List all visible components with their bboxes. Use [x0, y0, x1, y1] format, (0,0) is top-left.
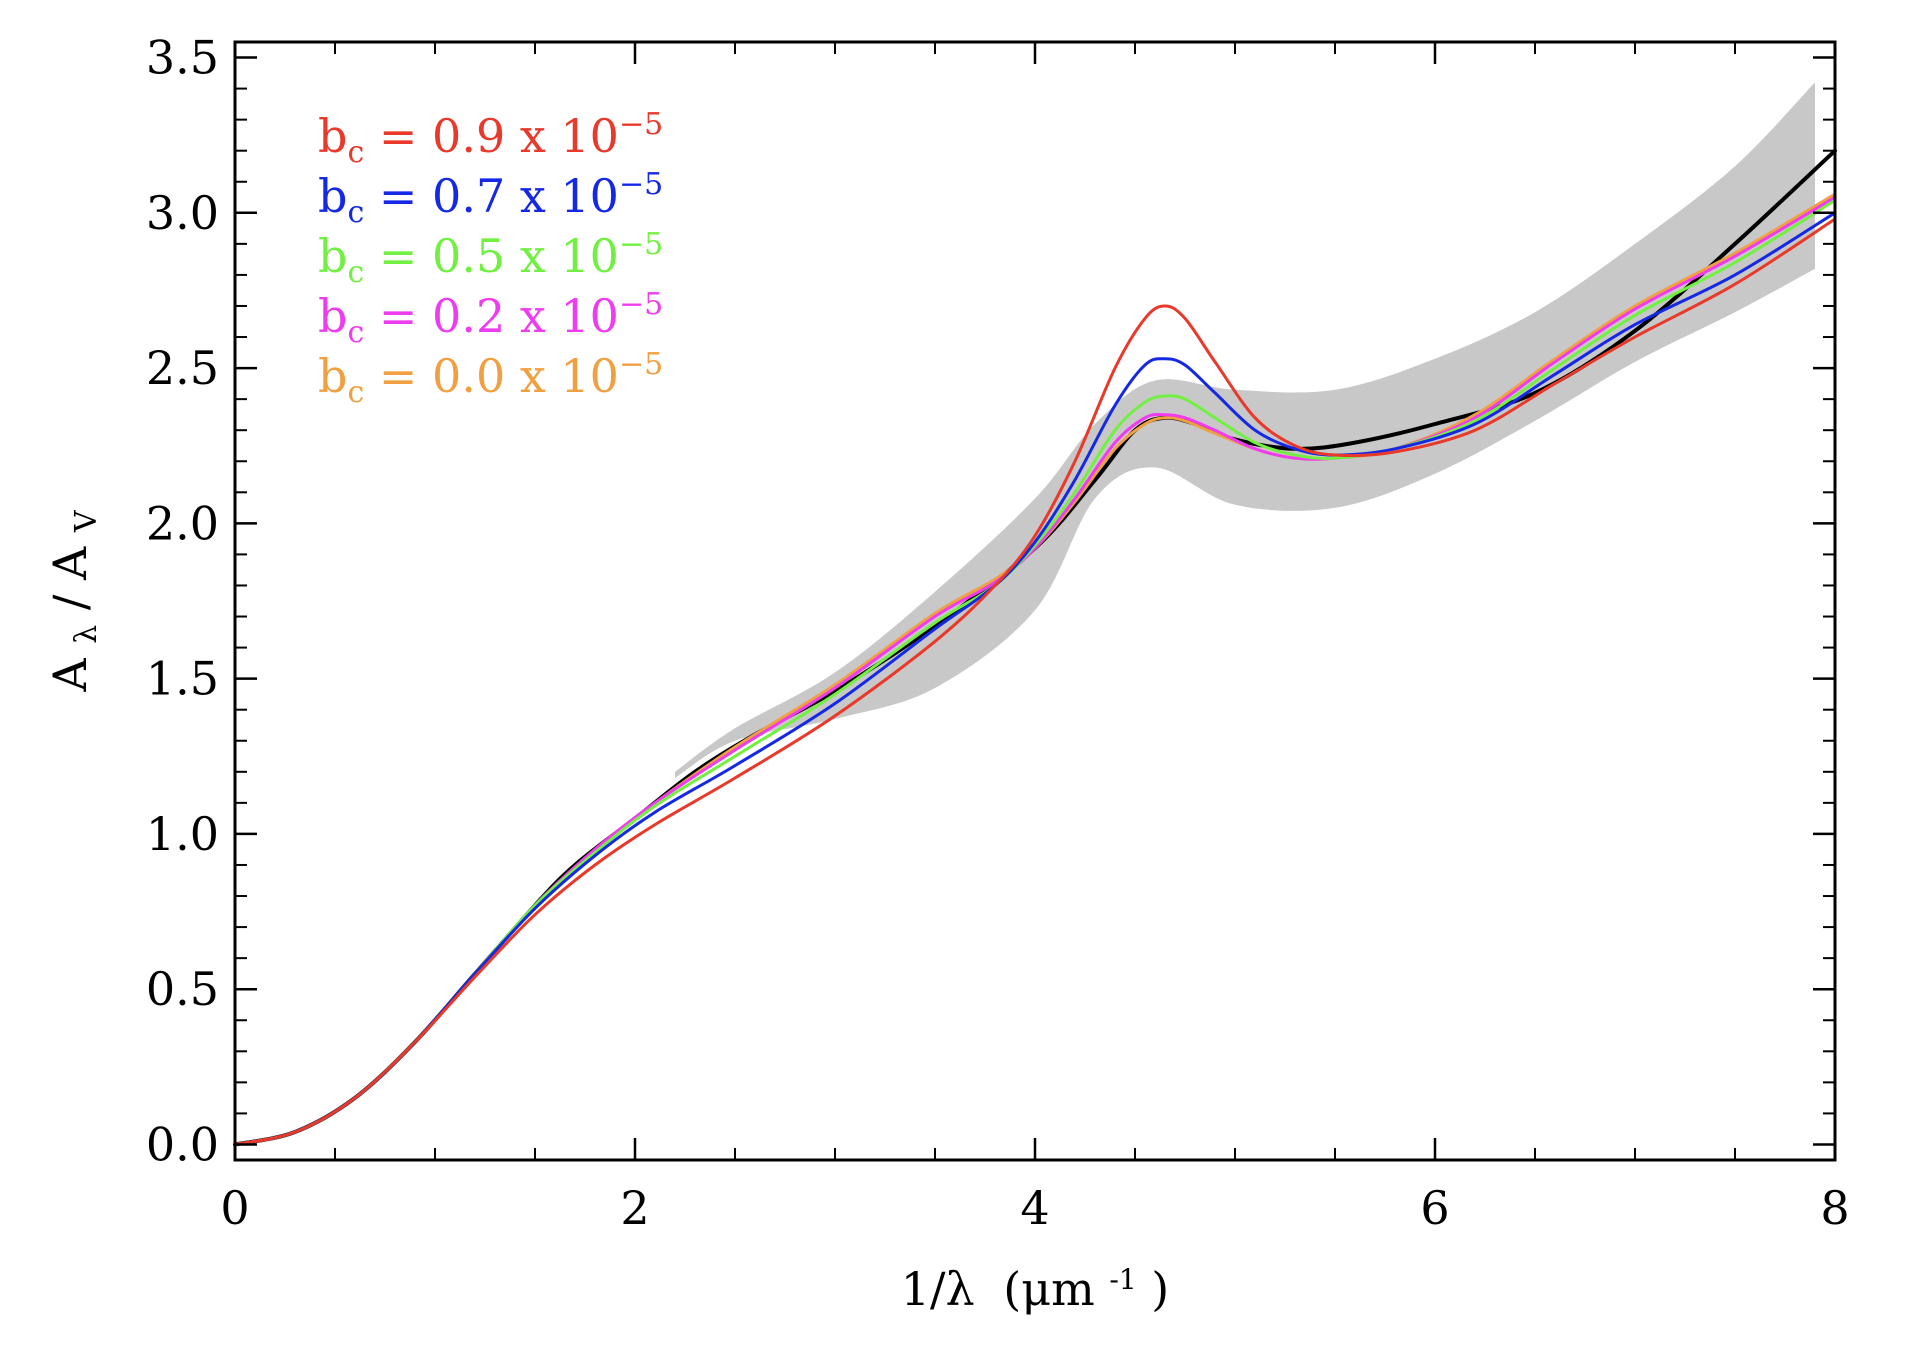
legend-value: = 0.0 x 10	[364, 349, 619, 403]
y-tick-label: 0.5	[146, 962, 219, 1016]
legend-value: = 0.2 x 10	[364, 289, 619, 343]
x-tick-label: 2	[620, 1181, 649, 1235]
y-axis-title-sep: /	[43, 594, 97, 610]
y-tick-label: 3.0	[146, 186, 219, 240]
y-tick-label: 3.5	[146, 31, 219, 85]
legend-symbol: b	[318, 109, 347, 163]
uncertainty-band	[675, 82, 1815, 778]
y-axis-title-den: A	[43, 546, 97, 581]
y-tick-label: 2.5	[146, 341, 219, 395]
legend-symbol-sub: c	[347, 255, 364, 290]
legend-value: = 0.9 x 10	[364, 109, 619, 163]
legend-entry: bc = 0.5 x 10−5	[318, 227, 663, 290]
legend-exponent: −5	[619, 287, 663, 322]
legend-entry: bc = 0.9 x 10−5	[318, 107, 663, 170]
legend-entry: bc = 0.2 x 10−5	[318, 287, 663, 350]
legend-exponent: −5	[619, 227, 663, 262]
legend-entry: bc = 0.0 x 10−5	[318, 347, 663, 410]
series-line-1	[233, 217, 1837, 1146]
y-axis-title-num: A	[43, 658, 97, 693]
legend-symbol-sub: c	[347, 135, 364, 170]
legend-entry: bc = 0.7 x 10−5	[318, 167, 663, 230]
legend-symbol: b	[318, 349, 347, 403]
legend-value: = 0.7 x 10	[364, 169, 619, 223]
y-axis-title: A λ / A V	[43, 509, 107, 692]
legend-symbol-sub: c	[347, 195, 364, 230]
legend-symbol-sub: c	[347, 315, 364, 350]
y-tick-label: 0.0	[146, 1117, 219, 1171]
y-axis-title-num-sub: λ	[69, 625, 104, 644]
series-layer	[233, 148, 1837, 1147]
y-tick-label: 1.0	[146, 807, 219, 861]
legend: bc = 0.9 x 10−5bc = 0.7 x 10−5bc = 0.5 x…	[318, 107, 663, 410]
y-tick-label: 2.0	[146, 496, 219, 550]
x-tick-label: 8	[1820, 1181, 1849, 1235]
y-axis-title-den-sub: V	[69, 509, 104, 533]
tick-label-layer: 0 2 4 6 8 0.0 0.5 1.0 1.5 2.0 2.5 3.0 3.5	[146, 31, 1850, 1235]
x-axis-title-unit: (μm	[1003, 1262, 1094, 1316]
x-tick-label: 4	[1020, 1181, 1049, 1235]
y-tick-label: 1.5	[146, 652, 219, 706]
x-tick-label: 6	[1420, 1181, 1449, 1235]
tick-layer	[233, 42, 1837, 1160]
series-line-2	[233, 211, 1837, 1146]
legend-symbol: b	[318, 169, 347, 223]
x-axis-title-main: 1/λ	[901, 1262, 975, 1316]
legend-symbol: b	[318, 229, 347, 283]
legend-symbol-sub: c	[347, 375, 364, 410]
x-axis-title: 1/λ (μm -1 )	[901, 1246, 1170, 1316]
legend-exponent: −5	[619, 107, 663, 142]
x-tick-label: 0	[220, 1181, 249, 1235]
x-axis-title-unit-exp: -1	[1109, 1263, 1136, 1296]
legend-exponent: −5	[619, 347, 663, 382]
x-axis-title-close: )	[1151, 1262, 1169, 1316]
legend-symbol: b	[318, 289, 347, 343]
uncertainty-band-layer	[675, 82, 1815, 778]
legend-exponent: −5	[619, 167, 663, 202]
legend-value: = 0.5 x 10	[364, 229, 619, 283]
